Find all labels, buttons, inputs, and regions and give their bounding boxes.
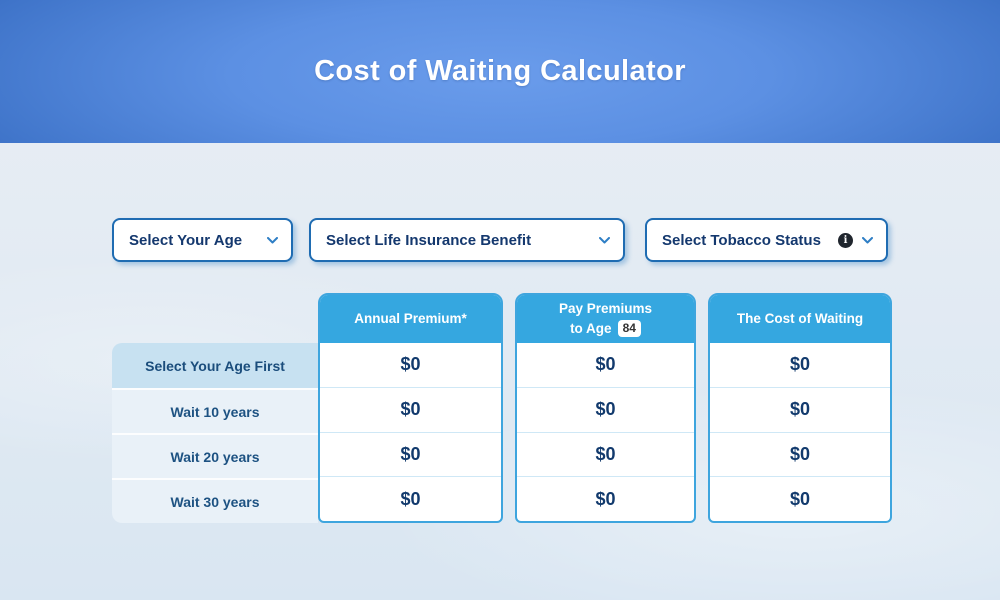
row-label-text: Wait bbox=[170, 403, 204, 420]
age-select[interactable]: Select Your Age bbox=[112, 218, 293, 262]
column-body: $0 $0 $0 $0 bbox=[710, 343, 890, 521]
value-cell: $0 bbox=[320, 431, 501, 477]
value-cell: $0 bbox=[517, 476, 694, 521]
column-header-cost-of-waiting: The Cost of Waiting bbox=[710, 295, 890, 343]
column-header-text: Annual Premium* bbox=[354, 311, 467, 327]
value-cell: $0 bbox=[710, 386, 890, 432]
row-label-text: Wait bbox=[170, 493, 204, 510]
column-body: $0 $0 $0 $0 bbox=[320, 343, 501, 521]
row-label-text: years bbox=[219, 448, 260, 465]
chevron-down-icon bbox=[862, 236, 873, 244]
page-title: Cost of Waiting Calculator bbox=[314, 55, 686, 87]
value-cell: $0 bbox=[517, 431, 694, 477]
column-pay-premiums-to-age: Pay Premiums to Age 84 $0 $0 $0 $0 bbox=[515, 293, 696, 523]
column-annual-premium: Annual Premium* $0 $0 $0 $0 bbox=[318, 293, 503, 523]
row-label-wait-30: Wait 30 years bbox=[112, 478, 318, 523]
row-label-text: years bbox=[219, 403, 260, 420]
row-label-text: Wait bbox=[170, 448, 204, 465]
column-header-text: Pay Premiums bbox=[558, 301, 653, 317]
row-label-column: Select Your Age First Wait 10 years Wait… bbox=[112, 343, 318, 523]
row-label-select-age-first: Select Your Age First bbox=[112, 343, 318, 388]
value-cell: $0 bbox=[710, 476, 890, 521]
value-cell: $0 bbox=[320, 476, 501, 521]
column-header-pay-premiums: Pay Premiums to Age 84 bbox=[517, 295, 694, 343]
page-header: Cost of Waiting Calculator bbox=[0, 0, 1000, 143]
column-cost-of-waiting: The Cost of Waiting $0 $0 $0 $0 bbox=[708, 293, 892, 523]
value-cell: $0 bbox=[595, 354, 616, 375]
column-header-annual-premium: Annual Premium* bbox=[320, 295, 501, 343]
value-cell: $0 bbox=[320, 386, 501, 432]
benefit-select-label: Select Life Insurance Benefit bbox=[326, 231, 532, 249]
value-cell: $0 bbox=[789, 354, 811, 375]
tobacco-select-label: Select Tobacco Status bbox=[662, 231, 821, 249]
info-icon[interactable]: i bbox=[838, 232, 853, 248]
column-header-text: The Cost of Waiting bbox=[736, 311, 864, 327]
age-badge: 84 bbox=[617, 320, 641, 338]
row-label-wait-20: Wait 20 years bbox=[112, 433, 318, 478]
value-cell: $0 bbox=[517, 386, 694, 432]
benefit-select[interactable]: Select Life Insurance Benefit bbox=[309, 218, 625, 262]
tobacco-select[interactable]: Select Tobacco Status i bbox=[645, 218, 888, 262]
value-cell: $0 bbox=[710, 431, 890, 477]
value-cell: $0 bbox=[400, 354, 421, 375]
row-label-number: 10 bbox=[203, 403, 219, 420]
column-body: $0 $0 $0 $0 bbox=[517, 343, 694, 521]
column-header-text: to Age bbox=[570, 321, 612, 336]
row-label-text: Select Your Age First bbox=[145, 357, 285, 374]
row-label-text: years bbox=[219, 493, 260, 510]
row-label-number: 30 bbox=[203, 493, 219, 510]
age-select-label: Select Your Age bbox=[129, 231, 243, 249]
row-label-number: 20 bbox=[203, 448, 219, 465]
row-label-wait-10: Wait 10 years bbox=[112, 388, 318, 433]
chevron-down-icon bbox=[599, 236, 610, 244]
chevron-down-icon bbox=[267, 236, 278, 244]
